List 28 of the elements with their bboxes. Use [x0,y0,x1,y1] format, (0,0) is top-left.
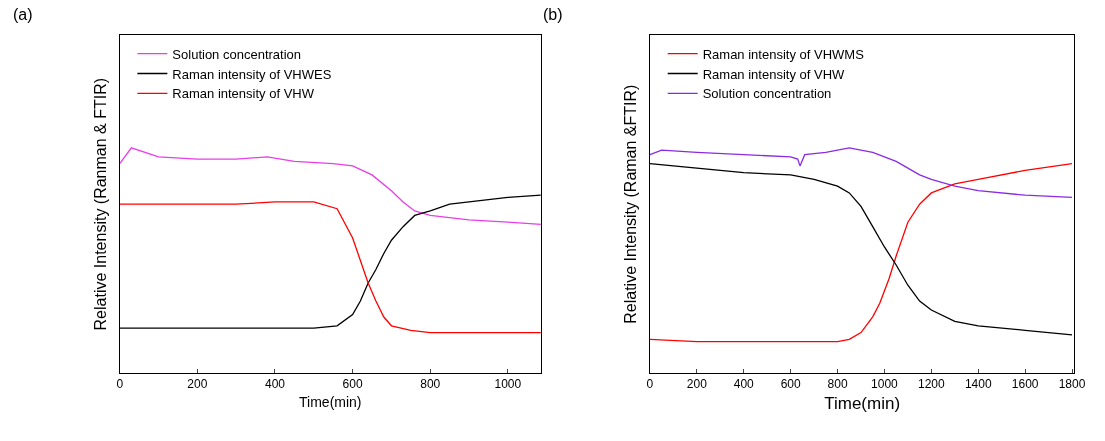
x-axis-title: Time(min) [299,393,362,410]
legend-label: Solution concentration [702,86,832,102]
x-tick-label: 0 [116,377,124,392]
x-tick-label: 800 [420,377,441,392]
x-tick-label: 400 [733,377,755,392]
legend-label: Solution concentration [172,46,302,62]
legend-label: Raman intensity of VHW [702,66,846,82]
y-axis-title: Relative Intensity (Raman &FTIR) [621,84,639,324]
x-tick-label: 1200 [917,377,945,392]
x-tick-label: 0 [646,377,654,392]
x-tick-label: 600 [342,377,363,392]
chart-title: (a) [13,6,33,23]
x-tick-label: 800 [827,377,848,392]
x-tick-label: 200 [187,377,208,392]
x-axis-title: Time(min) [824,393,901,413]
x-tick-label: 1600 [1011,377,1039,392]
x-tick-label: 1000 [871,377,899,392]
x-tick-label: 1800 [1058,377,1086,392]
x-tick-label: 1000 [494,377,522,392]
legend-label: Raman intensity of VHWMS [702,46,865,62]
x-tick-label: 1400 [964,377,992,392]
x-tick-label: 600 [780,377,801,392]
legend-label: Raman intensity of VHW [172,86,315,102]
legend-label: Raman intensity of VHWES [172,66,332,82]
chart-title: (b) [543,6,563,23]
y-axis-title: Relative Intensity (Ranman & FTIR) [91,77,109,331]
x-tick-label: 200 [686,377,708,392]
x-tick-label: 400 [264,377,286,392]
